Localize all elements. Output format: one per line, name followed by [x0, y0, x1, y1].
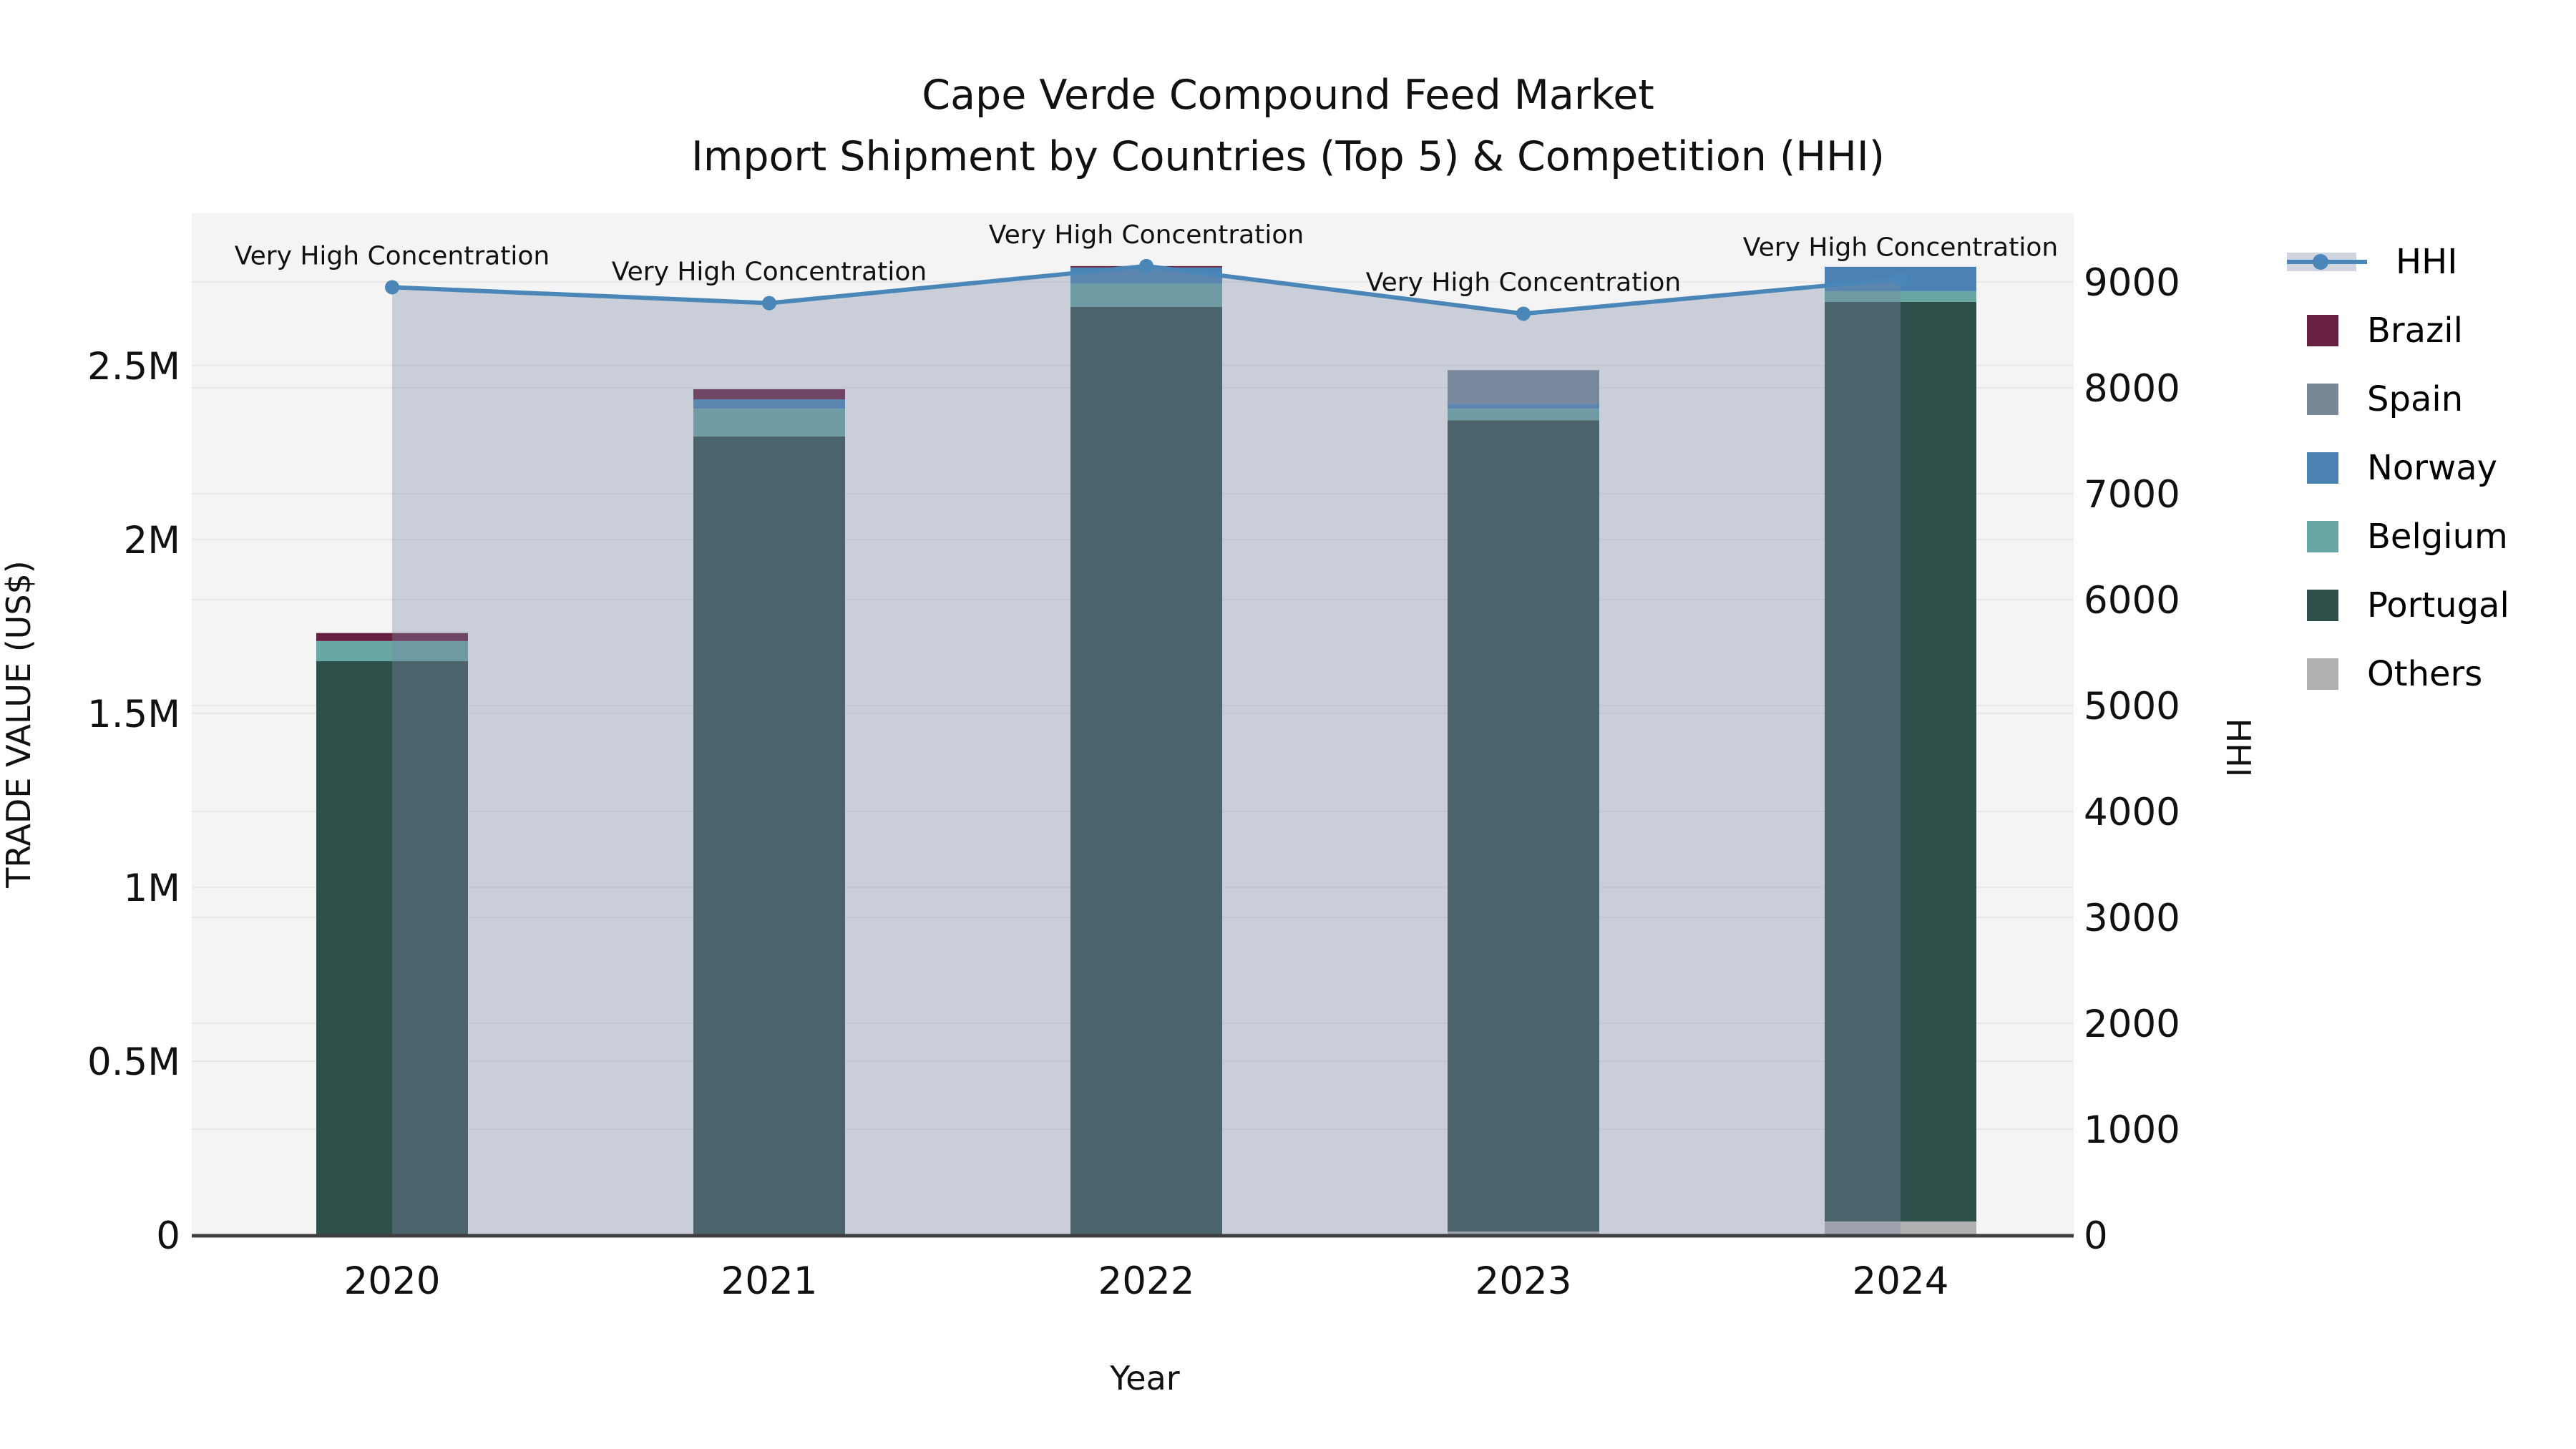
- bar-segment-brazil-2020: [316, 633, 468, 641]
- legend-label: Portugal: [2367, 585, 2509, 625]
- y-right-tick-7000: 7000: [2084, 473, 2180, 517]
- annotations: Very High Concentration Very High Concent…: [235, 220, 2058, 298]
- y-right-tick-3000: 3000: [2084, 897, 2180, 940]
- annotation-2022: Very High Concentration: [989, 220, 1304, 250]
- hhi-line: [385, 258, 1908, 321]
- y-right-tick-1000: 1000: [2084, 1108, 2180, 1152]
- bar-segment-norway-2021: [693, 399, 845, 409]
- hhi-area: [392, 265, 1901, 1235]
- legend-swatch-portugal: [2307, 590, 2338, 621]
- y-right-axis-title: HHI: [2219, 718, 2258, 778]
- legend-label: Belgium: [2367, 517, 2508, 557]
- y-axis-left: 0 0.5M 1M 1.5M 2M 2.5M: [87, 345, 180, 1258]
- legend-swatch-norway: [2307, 452, 2338, 484]
- bar-segment-portugal-2022: [1070, 306, 1222, 1235]
- bars: [316, 265, 1976, 1236]
- hhi-area-fill: [392, 265, 1901, 1235]
- legend-swatch-brazil: [2307, 315, 2338, 346]
- legend-item-belgium: Belgium: [2287, 502, 2509, 571]
- y-left-tick-0.5M: 0.5M: [87, 1040, 180, 1084]
- y-left-tick-2.5M: 2.5M: [87, 345, 180, 389]
- annotation-2023: Very High Concentration: [1366, 268, 1681, 297]
- bar-segment-norway-2023: [1448, 404, 1599, 409]
- legend-item-spain: Spain: [2287, 365, 2509, 434]
- bar-segment-belgium-2023: [1448, 409, 1599, 421]
- legend-swatch-belgium: [2307, 521, 2338, 552]
- x-tick-2021: 2021: [721, 1259, 818, 1303]
- legend-label: Others: [2367, 654, 2483, 694]
- legend-item-portugal: Portugal: [2287, 571, 2509, 640]
- annotation-2024: Very High Concentration: [1743, 233, 2058, 263]
- hhi-marker-2021: [762, 296, 776, 311]
- chart-title-line1: Cape Verde Compound Feed Market: [922, 72, 1654, 119]
- legend-item-hhi: HHI: [2287, 228, 2509, 296]
- x-axis-title: Year: [1109, 1359, 1179, 1397]
- annotation-2020: Very High Concentration: [235, 241, 550, 270]
- y-right-tick-4000: 4000: [2084, 791, 2180, 834]
- x-tick-2020: 2020: [344, 1259, 441, 1303]
- y-left-tick-2M: 2M: [124, 519, 180, 562]
- y-axis-right: 0 1000 2000 3000 4000 5000 6000 7000 8000 9000: [2084, 261, 2180, 1258]
- bar-segment-others-2023: [1448, 1231, 1599, 1235]
- y-left-tick-1M: 1M: [124, 867, 180, 910]
- legend: HHI Brazil Spain Norway Belgium Portugal Other…: [2287, 228, 2509, 708]
- y-right-tick-0: 0: [2084, 1214, 2108, 1258]
- x-tick-2024: 2024: [1853, 1259, 1949, 1303]
- bar-segment-brazil-2021: [693, 389, 845, 400]
- bar-segment-portugal-2023: [1448, 420, 1599, 1232]
- legend-swatch-others: [2307, 658, 2338, 690]
- y-right-tick-2000: 2000: [2084, 1002, 2180, 1046]
- bar-segment-portugal-2021: [693, 436, 845, 1236]
- annotation-2021: Very High Concentration: [612, 258, 927, 287]
- bar-segment-belgium-2022: [1070, 283, 1222, 307]
- x-axis: 2020 2021 2022 2023 2024: [344, 1259, 1949, 1303]
- bar-segment-belgium-2024: [1825, 291, 1976, 302]
- legend-label: HHI: [2396, 242, 2458, 282]
- hhi-marker-2022: [1139, 258, 1153, 273]
- legend-swatch-spain: [2307, 384, 2338, 415]
- bar-segment-portugal-2024: [1825, 301, 1976, 1222]
- y-right-tick-6000: 6000: [2084, 579, 2180, 623]
- x-tick-2023: 2023: [1475, 1259, 1572, 1303]
- y-right-tick-5000: 5000: [2084, 685, 2180, 728]
- y-left-axis-title: TRADE VALUE (US$): [0, 560, 38, 888]
- bar-segment-belgium-2020: [316, 640, 468, 662]
- legend-item-brazil: Brazil: [2287, 296, 2509, 365]
- legend-label: Spain: [2367, 379, 2464, 419]
- hhi-marker-2024: [1893, 271, 1908, 286]
- hhi-marker-2023: [1516, 306, 1531, 321]
- bar-segment-belgium-2021: [693, 409, 845, 437]
- bar-segment-spain-2023: [1448, 370, 1599, 404]
- y-right-tick-9000: 9000: [2084, 261, 2180, 305]
- legend-item-norway: Norway: [2287, 434, 2509, 502]
- legend-label: Norway: [2367, 448, 2498, 488]
- legend-hhi-line-swatch: [2287, 245, 2367, 279]
- bar-segment-others-2024: [1825, 1221, 1976, 1235]
- y-left-tick-1.5M: 1.5M: [87, 693, 180, 736]
- legend-label: Brazil: [2367, 311, 2463, 351]
- legend-item-others: Others: [2287, 640, 2509, 708]
- chart-title-line2: Import Shipment by Countries (Top 5) & C…: [691, 133, 1885, 180]
- bar-segment-portugal-2020: [316, 661, 468, 1235]
- y-right-tick-8000: 8000: [2084, 367, 2180, 411]
- x-tick-2022: 2022: [1098, 1259, 1195, 1303]
- hhi-marker-2020: [385, 280, 399, 295]
- y-left-tick-0: 0: [156, 1214, 180, 1258]
